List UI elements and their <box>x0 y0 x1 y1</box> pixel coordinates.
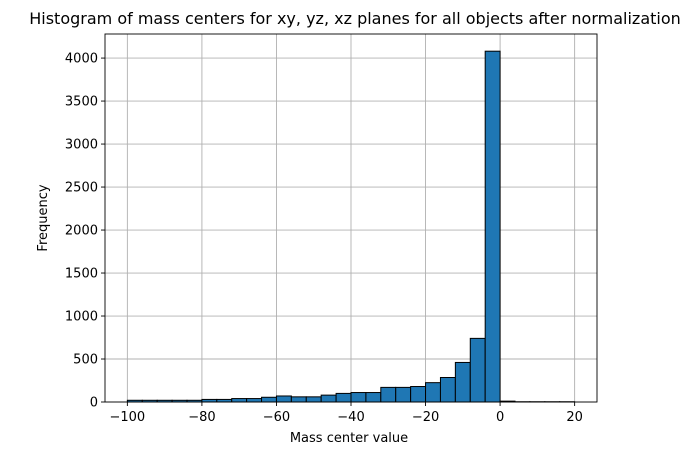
histogram-bar <box>484 50 501 403</box>
histogram-bar <box>365 392 382 403</box>
histogram-bar <box>410 386 427 403</box>
histogram-bar <box>305 396 322 403</box>
x-tick-label: 0 <box>496 410 504 425</box>
y-tick-label: 1000 <box>65 310 98 325</box>
y-tick-label: 3000 <box>65 138 98 153</box>
histogram-bar <box>261 396 277 403</box>
histogram-bar <box>290 396 307 403</box>
x-tick-label: 20 <box>566 410 583 425</box>
y-tick-label: 4000 <box>65 52 98 67</box>
y-tick-label: 2000 <box>65 224 98 239</box>
x-axis-ticks: −100 −80 −60 −40 −20 0 20 <box>110 402 583 425</box>
y-axis-label: Frequency <box>36 184 51 251</box>
histogram-bar <box>335 392 352 403</box>
y-tick-label: 1500 <box>65 267 98 282</box>
histogram-bar <box>231 398 248 403</box>
histogram-bar <box>246 398 263 403</box>
histogram-bar <box>395 386 412 403</box>
histogram-bar <box>320 394 337 403</box>
y-tick-label: 500 <box>73 353 98 368</box>
x-tick-label: −80 <box>188 410 215 425</box>
histogram-bar <box>454 361 471 403</box>
y-tick-label: 3500 <box>65 95 98 110</box>
y-tick-label: 2500 <box>65 181 98 196</box>
histogram-bar <box>439 376 456 403</box>
x-tick-label: −60 <box>263 410 290 425</box>
histogram-bar <box>425 382 441 403</box>
x-tick-label: −40 <box>337 410 364 425</box>
x-tick-label: −20 <box>412 410 439 425</box>
y-tick-label: 0 <box>90 396 98 411</box>
histogram-bar <box>380 386 397 403</box>
histogram-bar <box>275 395 292 403</box>
histogram-bar <box>469 337 486 403</box>
chart-title: Histogram of mass centers for xy, yz, xz… <box>29 9 681 28</box>
grid-lines <box>105 34 597 403</box>
histogram-bar <box>350 392 367 403</box>
y-axis-ticks: 0 500 1000 1500 2000 2500 3000 3500 4000 <box>65 52 105 411</box>
x-tick-label: −100 <box>110 410 146 425</box>
x-axis-label: Mass center value <box>290 431 408 446</box>
